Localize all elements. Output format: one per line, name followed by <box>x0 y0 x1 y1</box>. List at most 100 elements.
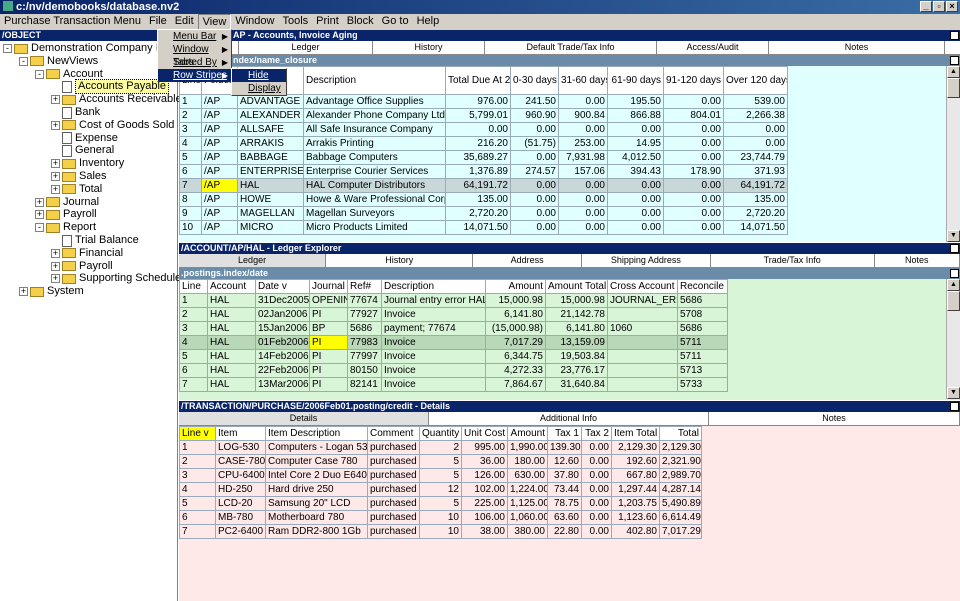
menu-go-to[interactable]: Go to <box>381 15 409 27</box>
table-row[interactable]: 2/AP ALEXANDER Alexander Phone Company Ltd… <box>179 108 788 123</box>
expand-icon[interactable]: + <box>35 196 44 207</box>
table-cell[interactable]: 9 <box>179 206 202 221</box>
table-cell[interactable]: 8 <box>179 192 202 207</box>
table-row[interactable]: 4 HD-250 Hard drive 250 purchased 12 102.00 1,… <box>179 482 702 497</box>
table-cell[interactable]: 2,720.20 <box>723 206 788 221</box>
panel-maximize-icon[interactable] <box>950 244 959 253</box>
table-cell[interactable]: 7,017.29 <box>659 524 702 539</box>
table-cell[interactable]: 0.00 <box>558 178 608 193</box>
table-cell[interactable]: 102.00 <box>461 482 508 497</box>
table-cell[interactable]: 225.00 <box>461 496 508 511</box>
table-cell[interactable]: 180.00 <box>507 454 548 469</box>
table-cell[interactable]: 0.00 <box>723 122 788 137</box>
expand-icon[interactable]: + <box>51 247 60 258</box>
table-cell[interactable]: 5 <box>179 150 202 165</box>
table-cell[interactable]: 0.00 <box>558 220 608 235</box>
table-row[interactable]: 1 LOG-530 Computers - Logan 530 purchased 2 9… <box>179 440 702 455</box>
tree-node[interactable]: - Account <box>35 68 103 81</box>
table-cell[interactable]: 64,191.72 <box>445 178 511 193</box>
subpanel-maximize-icon[interactable] <box>950 269 959 278</box>
table-cell[interactable]: Invoice <box>381 335 486 350</box>
table-cell[interactable]: 804.01 <box>663 108 724 123</box>
table-cell[interactable]: 0.00 <box>663 192 724 207</box>
table-cell[interactable]: ADVANTAGE <box>237 94 304 109</box>
table-cell[interactable]: 0.00 <box>581 524 612 539</box>
column-header[interactable]: Quantity <box>419 426 462 441</box>
table-row[interactable]: 3 CPU-6400 Intel Core 2 Duo E6400 purchased… <box>179 468 702 483</box>
scroll-up-icon[interactable]: ▲ <box>947 66 960 78</box>
table-cell[interactable]: 0.00 <box>510 192 559 207</box>
table-cell[interactable]: /AP <box>201 192 238 207</box>
table-cell[interactable]: 1,123.60 <box>611 510 660 525</box>
table-cell[interactable]: 5708 <box>677 307 728 322</box>
table-cell[interactable]: 0.00 <box>581 496 612 511</box>
table-cell[interactable]: 2,720.20 <box>445 206 511 221</box>
tree-node[interactable]: + Payroll <box>35 208 97 221</box>
column-header[interactable]: Item Description <box>265 426 368 441</box>
table-cell[interactable]: 6 <box>179 164 202 179</box>
column-header[interactable]: Amount Total <box>545 279 608 294</box>
table-cell[interactable]: 82141 <box>347 377 382 392</box>
menu-view[interactable]: View <box>197 14 232 30</box>
table-cell[interactable]: 64,191.72 <box>723 178 788 193</box>
table-cell[interactable]: 0.00 <box>510 150 559 165</box>
table-cell[interactable]: /AP <box>201 136 238 151</box>
table-cell[interactable]: OPENING <box>309 293 348 308</box>
maximize-button[interactable]: ▫ <box>933 1 945 12</box>
ledger-scrollbar[interactable]: ▲ ▼ <box>946 279 960 399</box>
table-cell[interactable]: 866.88 <box>607 108 664 123</box>
table-cell[interactable]: 77997 <box>347 349 382 364</box>
table-cell[interactable]: 1,224.00 <box>507 482 548 497</box>
tree-node[interactable]: + Sales <box>51 170 107 183</box>
tab-trade-tax-info[interactable]: Trade/Tax Info <box>711 254 875 267</box>
table-cell[interactable]: 5 <box>419 496 462 511</box>
table-cell[interactable]: 4 <box>179 482 216 497</box>
table-cell[interactable]: 10 <box>419 524 462 539</box>
table-cell[interactable]: 667.80 <box>611 468 660 483</box>
table-cell[interactable]: 192.60 <box>611 454 660 469</box>
table-cell[interactable]: 253.00 <box>558 136 608 151</box>
expand-icon[interactable]: + <box>51 183 60 194</box>
table-cell[interactable]: 5711 <box>677 335 728 350</box>
table-cell[interactable]: Advantage Office Supplies <box>303 94 446 109</box>
table-cell[interactable]: 31,640.84 <box>545 377 608 392</box>
column-header[interactable]: 31-60 days <box>558 66 608 95</box>
tab-history[interactable]: History <box>326 254 474 267</box>
table-cell[interactable]: 3 <box>179 122 202 137</box>
column-header[interactable]: Reconcile <box>677 279 728 294</box>
tree-node[interactable]: Accounts Payable <box>51 79 170 95</box>
expand-icon[interactable]: + <box>51 273 60 284</box>
table-row[interactable]: 7 PC2-6400 Ram DDR2-800 1Gb purchased 10 38.0… <box>179 524 702 539</box>
table-cell[interactable]: 630.00 <box>507 468 548 483</box>
table-cell[interactable] <box>607 349 678 364</box>
table-cell[interactable]: 19,503.84 <box>545 349 608 364</box>
table-cell[interactable]: 5 <box>419 468 462 483</box>
table-row[interactable]: 1/AP ADVANTAGE Advantage Office Supplies 97… <box>179 94 788 109</box>
table-cell[interactable]: 0.00 <box>607 206 664 221</box>
table-cell[interactable]: purchased <box>367 468 420 483</box>
table-cell[interactable]: HAL <box>207 321 256 336</box>
menu-window[interactable]: Window <box>235 15 275 27</box>
menu-print[interactable]: Print <box>316 15 339 27</box>
table-cell[interactable]: 12 <box>419 482 462 497</box>
table-cell[interactable]: 12.60 <box>547 454 582 469</box>
expand-icon[interactable]: + <box>51 94 60 105</box>
expand-icon[interactable]: + <box>51 119 60 130</box>
table-cell[interactable]: 2,129.30 <box>659 440 702 455</box>
collapse-icon[interactable]: - <box>35 69 44 79</box>
table-cell[interactable]: Computers - Logan 530 <box>265 440 368 455</box>
table-cell[interactable]: 38.00 <box>461 524 508 539</box>
table-cell[interactable]: 960.90 <box>510 108 559 123</box>
tree-node[interactable]: + System <box>19 285 84 298</box>
table-cell[interactable]: 4 <box>179 136 202 151</box>
table-cell[interactable]: 5686 <box>677 293 728 308</box>
table-cell[interactable]: Arrakis Printing <box>303 136 446 151</box>
table-cell[interactable]: 0.00 <box>663 122 724 137</box>
table-cell[interactable]: 0.00 <box>607 178 664 193</box>
table-cell[interactable]: Computer Case 780 <box>265 454 368 469</box>
table-cell[interactable]: /AP <box>201 108 238 123</box>
table-cell[interactable] <box>607 335 678 350</box>
table-cell[interactable]: /AP <box>201 178 238 193</box>
table-row[interactable]: 8/AP HOWE Howe & Ware Professional Corp. 13… <box>179 192 788 207</box>
table-cell[interactable]: 7 <box>179 524 216 539</box>
